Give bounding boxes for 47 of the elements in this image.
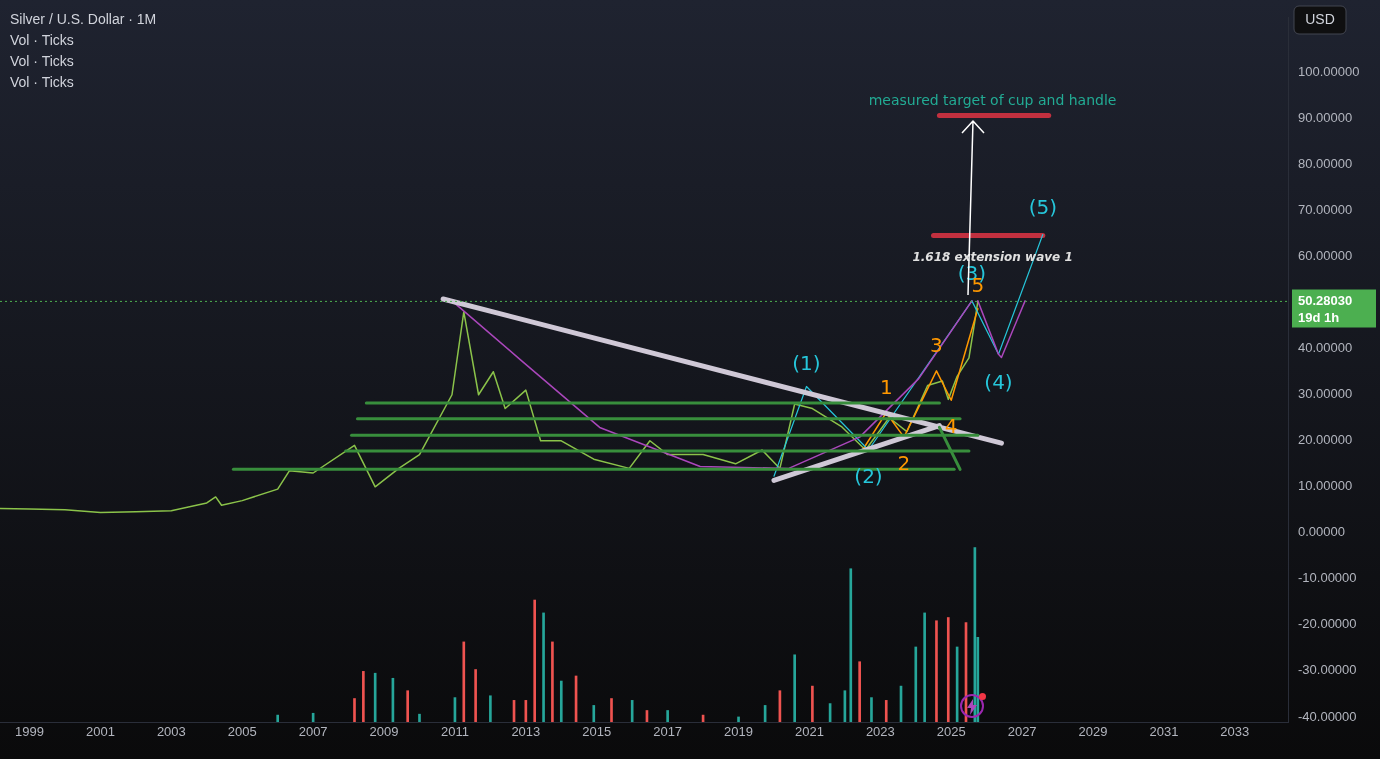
x-tick-label: 2015 bbox=[582, 724, 612, 740]
x-tick-label: 2019 bbox=[724, 724, 753, 740]
y-tick-label: 70.00000 bbox=[1298, 202, 1353, 218]
annotation: 1 bbox=[879, 374, 893, 399]
annotation: (4) bbox=[984, 370, 1013, 395]
y-tick-label: -40.00000 bbox=[1298, 708, 1357, 724]
text: USD bbox=[1305, 10, 1335, 27]
x-tick-label: 2013 bbox=[511, 724, 541, 740]
annotation: 3 bbox=[930, 333, 943, 358]
x-tick-label: 2029 bbox=[1078, 724, 1108, 740]
y-tick-label: 60.00000 bbox=[1298, 248, 1353, 264]
ref-line-label: 50.28030 bbox=[1298, 292, 1353, 308]
x-tick-label: 2031 bbox=[1149, 724, 1179, 740]
chart-title: Silver / U.S. Dollar · 1M bbox=[10, 10, 157, 29]
annotation: Vol · Ticks bbox=[10, 52, 75, 71]
x-tick-label: 2009 bbox=[369, 724, 399, 740]
x-tick-label: 2027 bbox=[1007, 724, 1037, 740]
x-tick-label: 2021 bbox=[794, 724, 824, 740]
x-tick-label: 2025 bbox=[936, 724, 966, 740]
text: 19d 1h bbox=[1298, 309, 1340, 325]
y-tick-label: 30.00000 bbox=[1298, 386, 1353, 402]
annotation: (5) bbox=[1028, 194, 1057, 219]
annotation: (2) bbox=[854, 464, 883, 489]
x-tick-label: 2017 bbox=[653, 724, 683, 740]
y-tick-label: -10.00000 bbox=[1298, 570, 1357, 586]
annotation: (1) bbox=[792, 350, 821, 375]
y-tick-label: 80.00000 bbox=[1298, 156, 1353, 172]
y-tick-label: 90.00000 bbox=[1298, 110, 1353, 126]
x-tick-label: 2005 bbox=[227, 724, 257, 740]
y-tick-label: 100.00000 bbox=[1298, 64, 1360, 80]
x-tick-label: 2033 bbox=[1220, 724, 1250, 740]
annotation: Vol · Ticks bbox=[10, 31, 75, 50]
annotation: Vol · Ticks bbox=[10, 73, 75, 92]
x-tick-label: 2003 bbox=[156, 724, 186, 740]
x-tick-label: 2001 bbox=[85, 724, 115, 740]
y-tick-label: 10.00000 bbox=[1298, 478, 1353, 494]
y-tick-label: 0.00000 bbox=[1298, 524, 1345, 540]
annotation: measured target of cup and handle bbox=[868, 92, 1117, 109]
y-tick-label: 20.00000 bbox=[1298, 432, 1353, 448]
x-tick-label: 2023 bbox=[865, 724, 895, 740]
annotation: 2 bbox=[897, 451, 911, 476]
x-tick-label: 2011 bbox=[440, 724, 469, 740]
y-tick-label: -30.00000 bbox=[1298, 662, 1357, 678]
x-tick-label: 2007 bbox=[298, 724, 328, 740]
y-tick-label: 40.00000 bbox=[1298, 340, 1353, 356]
y-tick-label: -20.00000 bbox=[1298, 616, 1357, 632]
x-tick-label: 1999 bbox=[15, 724, 44, 740]
